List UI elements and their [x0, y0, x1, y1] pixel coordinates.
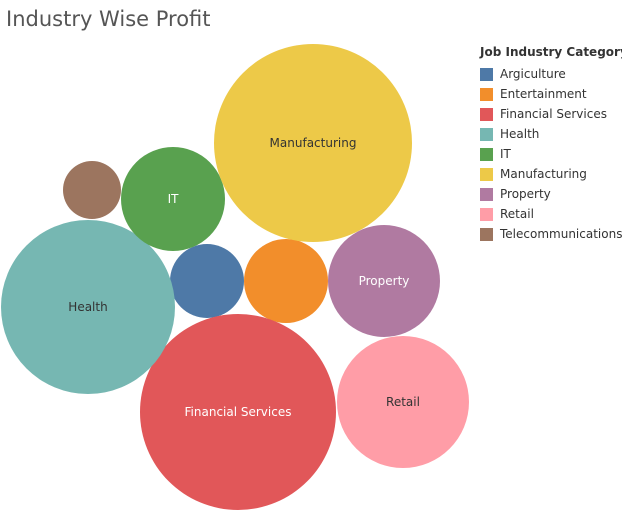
- bubble-argiculture[interactable]: [170, 244, 244, 318]
- bubble-telecommunications[interactable]: [63, 161, 121, 219]
- legend-swatch: [480, 227, 493, 241]
- bubble-financial-services[interactable]: [140, 314, 336, 510]
- bubble-label-it: IT: [168, 192, 180, 206]
- bubble-retail[interactable]: [337, 336, 469, 468]
- bubble-health[interactable]: [1, 220, 175, 394]
- bubble-chart: Financial Services Health IT Manufacturing P…: [1, 44, 469, 510]
- legend-item-property[interactable]: Property: [480, 184, 622, 204]
- legend-label: Financial Services: [500, 107, 607, 121]
- legend-swatch: [480, 67, 493, 81]
- legend-swatch: [480, 207, 493, 221]
- legend-item-argiculture[interactable]: Argiculture: [480, 64, 622, 84]
- bubble-manufacturing[interactable]: [214, 44, 412, 242]
- legend-swatch: [480, 107, 493, 121]
- legend-swatch: [480, 167, 493, 181]
- bubble-label-health: Health: [68, 300, 107, 314]
- bubble-entertainment[interactable]: [244, 239, 328, 323]
- legend-item-financial-services[interactable]: Financial Services: [480, 104, 622, 124]
- legend-label: Argiculture: [500, 67, 566, 81]
- legend-item-telecommunications[interactable]: Telecommunications: [480, 224, 622, 244]
- legend: Job Industry Category Argiculture Enterta…: [480, 45, 622, 244]
- legend-swatch: [480, 127, 493, 141]
- bubble-label-manufacturing: Manufacturing: [270, 136, 357, 150]
- bubble-property[interactable]: [328, 225, 440, 337]
- legend-item-retail[interactable]: Retail: [480, 204, 622, 224]
- chart-title: Industry Wise Profit: [6, 7, 211, 31]
- legend-swatch: [480, 87, 493, 101]
- legend-item-entertainment[interactable]: Entertainment: [480, 84, 622, 104]
- legend-title: Job Industry Category: [480, 45, 622, 59]
- legend-item-manufacturing[interactable]: Manufacturing: [480, 164, 622, 184]
- legend-item-health[interactable]: Health: [480, 124, 622, 144]
- bubble-label-property: Property: [359, 274, 410, 288]
- legend-swatch: [480, 187, 493, 201]
- legend-label: Retail: [500, 207, 534, 221]
- legend-label: Health: [500, 127, 540, 141]
- legend-label: Property: [500, 187, 551, 201]
- legend-label: Telecommunications: [500, 227, 622, 241]
- legend-item-it[interactable]: IT: [480, 144, 622, 164]
- legend-label: IT: [500, 147, 511, 161]
- legend-label: Entertainment: [500, 87, 587, 101]
- bubble-it[interactable]: [121, 147, 225, 251]
- bubble-label-retail: Retail: [386, 395, 420, 409]
- legend-label: Manufacturing: [500, 167, 587, 181]
- bubble-label-financial-services: Financial Services: [185, 405, 292, 419]
- legend-swatch: [480, 147, 493, 161]
